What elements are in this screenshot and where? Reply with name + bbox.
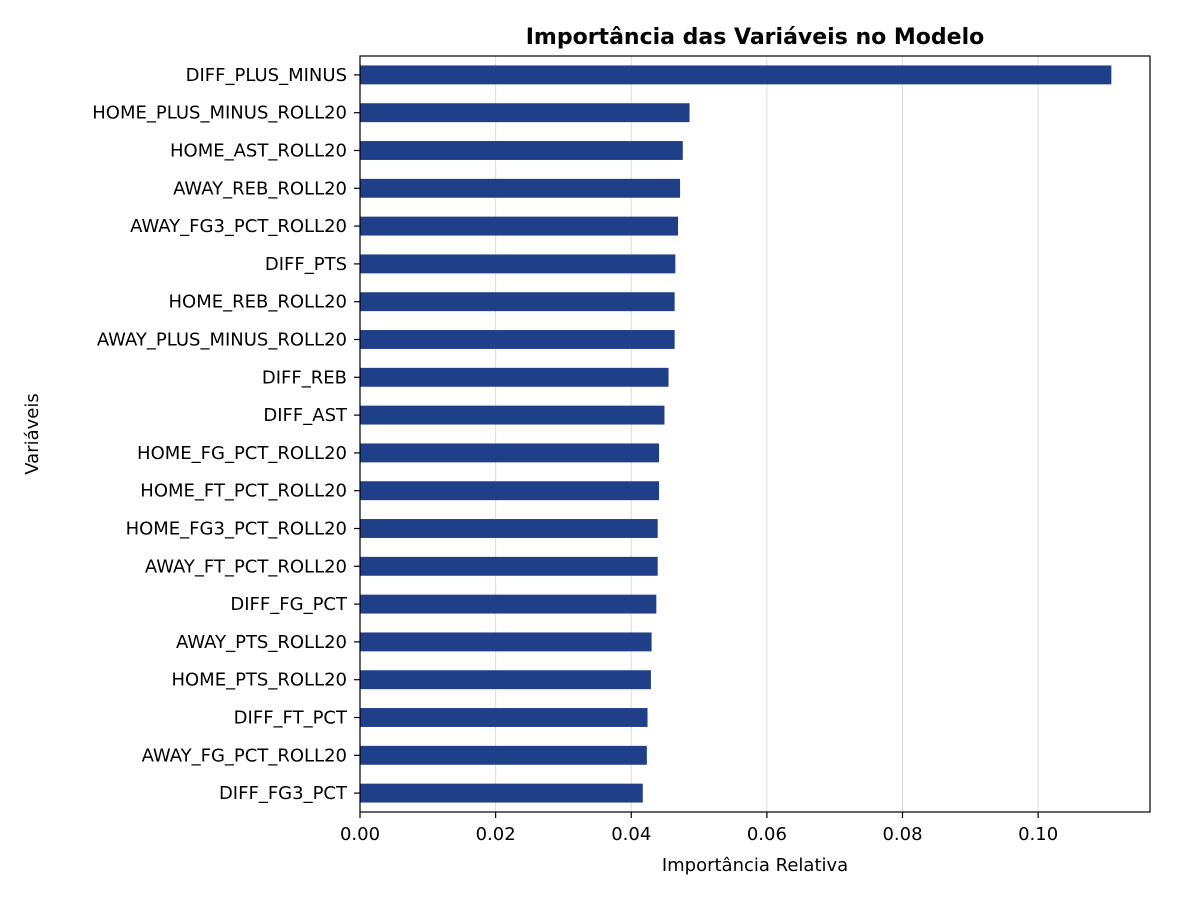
x-tick-label: 0.10 (1018, 824, 1058, 845)
x-tick-label: 0.08 (882, 824, 922, 845)
bar-diff-pts (360, 254, 676, 274)
bar-diff-fg3-pct (360, 783, 643, 803)
x-tick-label: 0.02 (476, 824, 516, 845)
x-tick-label: 0.00 (340, 824, 380, 845)
x-axis-label: Importância Relativa (662, 855, 848, 876)
y-ticks: DIFF_PLUS_MINUS HOME_PLUS_MINUS_ROLL20 HOM… (92, 65, 360, 804)
y-tick-label: AWAY_FG3_PCT_ROLL20 (130, 216, 347, 237)
bar-home-ast-roll20 (360, 141, 683, 160)
bar-away-reb-roll20 (360, 178, 681, 198)
y-tick-label: HOME_REB_ROLL20 (169, 292, 347, 313)
y-tick-label: DIFF_FG3_PCT (219, 783, 348, 804)
y-tick-label: AWAY_REB_ROLL20 (173, 178, 347, 199)
plot-frame (359, 55, 1151, 813)
bar-away-fg3-pct-roll20 (360, 216, 679, 236)
bar-home-pts-roll20 (360, 670, 651, 690)
y-axis-label: Variáveis (22, 393, 43, 474)
y-tick-label: DIFF_PLUS_MINUS (186, 65, 347, 86)
bar-away-pts-roll20 (360, 632, 652, 652)
bar-home-plus-minus-roll20 (360, 103, 690, 123)
bar-home-fg-pct-roll20 (360, 443, 660, 463)
y-tick-label: HOME_PLUS_MINUS_ROLL20 (92, 103, 347, 124)
bars (360, 65, 1112, 803)
y-tick-label: HOME_FG_PCT_ROLL20 (137, 443, 347, 464)
bar-home-ft-pct-roll20 (360, 481, 660, 501)
bar-away-ft-pct-roll20 (360, 556, 658, 576)
y-tick-label: DIFF_PTS (265, 254, 347, 275)
bar-diff-ft-pct (360, 708, 648, 727)
bar-diff-reb (360, 367, 669, 387)
y-tick-label: AWAY_PLUS_MINUS_ROLL20 (97, 330, 347, 351)
bar-away-fg-pct-roll20 (360, 745, 647, 765)
chart-title: Importância das Variáveis no Modelo (526, 25, 985, 50)
grid-lines (359, 56, 1039, 812)
y-tick-label: AWAY_PTS_ROLL20 (176, 632, 347, 653)
x-tick-label: 0.06 (747, 824, 787, 845)
y-tick-label: DIFF_FG_PCT (230, 594, 348, 615)
y-tick-label: DIFF_REB (262, 367, 347, 388)
y-tick-label: DIFF_AST (263, 405, 348, 426)
y-tick-label: HOME_AST_ROLL20 (170, 141, 347, 162)
y-tick-label: DIFF_FT_PCT (234, 708, 348, 729)
bar-away-plus-minus-roll20 (360, 330, 675, 349)
y-tick-label: AWAY_FT_PCT_ROLL20 (145, 556, 347, 577)
bar-diff-plus-minus (360, 65, 1112, 85)
x-ticks: 0.00 0.02 0.04 0.06 0.08 0.10 (340, 812, 1058, 845)
y-tick-label: HOME_FT_PCT_ROLL20 (140, 481, 347, 502)
x-tick-label: 0.04 (611, 824, 651, 845)
bar-diff-fg-pct (360, 594, 657, 614)
bar-diff-ast (360, 405, 665, 425)
y-tick-label: HOME_FG3_PCT_ROLL20 (126, 519, 347, 540)
y-tick-label: HOME_PTS_ROLL20 (171, 670, 347, 691)
y-tick-label: AWAY_FG_PCT_ROLL20 (142, 745, 347, 766)
bar-home-reb-roll20 (360, 292, 675, 312)
bar-home-fg3-pct-roll20 (360, 519, 658, 538)
